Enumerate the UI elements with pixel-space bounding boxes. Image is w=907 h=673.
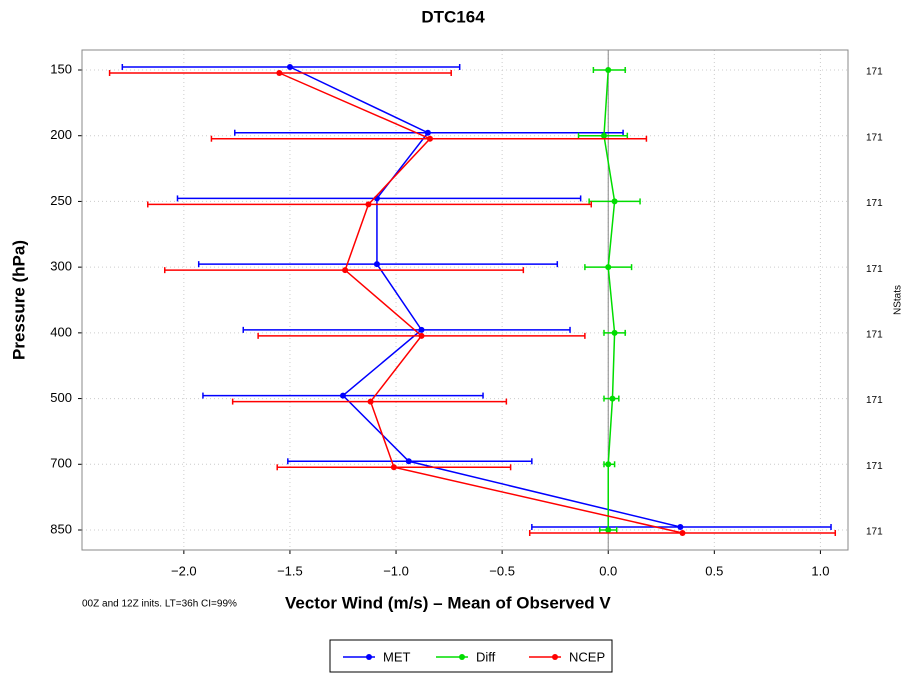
- x-tick-label: 0.0: [599, 563, 617, 578]
- point: [611, 329, 618, 336]
- x-tick-label: −1.5: [277, 563, 303, 578]
- nstats-label: 171: [866, 198, 883, 209]
- point: [424, 129, 431, 136]
- legend-label: Diff: [476, 649, 496, 664]
- point: [609, 395, 616, 402]
- point: [600, 132, 607, 139]
- plot-frame: [81, 49, 849, 551]
- nstats-label: 171: [866, 461, 883, 472]
- nstats-label: 171: [866, 395, 883, 406]
- nstats-label: 171: [866, 264, 883, 275]
- point: [365, 201, 372, 208]
- series-line: [279, 72, 683, 534]
- point: [342, 267, 349, 274]
- point: [679, 530, 686, 536]
- y-tick-label: 850: [50, 521, 72, 536]
- y-tick-label: 300: [50, 259, 72, 274]
- x-tick-label: −1.0: [383, 563, 409, 578]
- point: [373, 261, 380, 268]
- legend-box: [329, 639, 613, 673]
- point: [390, 464, 397, 471]
- point: [339, 392, 346, 399]
- legend-marker: [552, 654, 558, 660]
- point: [605, 264, 612, 271]
- y-tick-label: 400: [50, 324, 72, 339]
- point: [367, 398, 374, 405]
- point: [418, 326, 425, 333]
- x-tick-label: −2.0: [171, 563, 197, 578]
- x-tick-label: 1.0: [811, 563, 829, 578]
- point: [677, 524, 684, 530]
- x-tick-label: 0.5: [705, 563, 723, 578]
- chart-title: DTC164: [421, 7, 485, 26]
- y-tick-label: 500: [50, 390, 72, 405]
- legend-label: NCEP: [569, 649, 605, 664]
- legend-marker: [459, 654, 465, 660]
- series-line: [289, 66, 681, 528]
- legend-label: MET: [383, 649, 411, 664]
- y-axis-label: Pressure (hPa): [9, 240, 28, 360]
- point: [276, 70, 283, 76]
- note: 00Z and 12Z inits. LT=36h CI=99%: [82, 599, 237, 610]
- y-tick-label: 700: [50, 456, 72, 471]
- nstats-label: 171: [866, 67, 883, 78]
- x-axis-label: Vector Wind (m/s) – Mean of Observed V: [285, 593, 611, 612]
- nstats-label: 171: [866, 132, 883, 143]
- legend-marker: [366, 654, 372, 660]
- series-line: [603, 69, 616, 530]
- nstats-label: 171: [866, 329, 883, 340]
- y-tick-label: 200: [50, 127, 72, 142]
- point: [405, 458, 412, 465]
- point: [605, 527, 612, 533]
- point: [605, 67, 612, 73]
- point: [611, 198, 618, 205]
- x-tick-label: −0.5: [489, 563, 515, 578]
- point: [418, 332, 425, 339]
- y-tick-label: 150: [50, 61, 72, 76]
- point: [426, 135, 433, 142]
- nstats-label: 171: [866, 527, 883, 538]
- point: [286, 64, 293, 70]
- y-tick-label: 250: [50, 193, 72, 208]
- point: [605, 461, 612, 468]
- right-axis-label: NStats: [893, 285, 904, 315]
